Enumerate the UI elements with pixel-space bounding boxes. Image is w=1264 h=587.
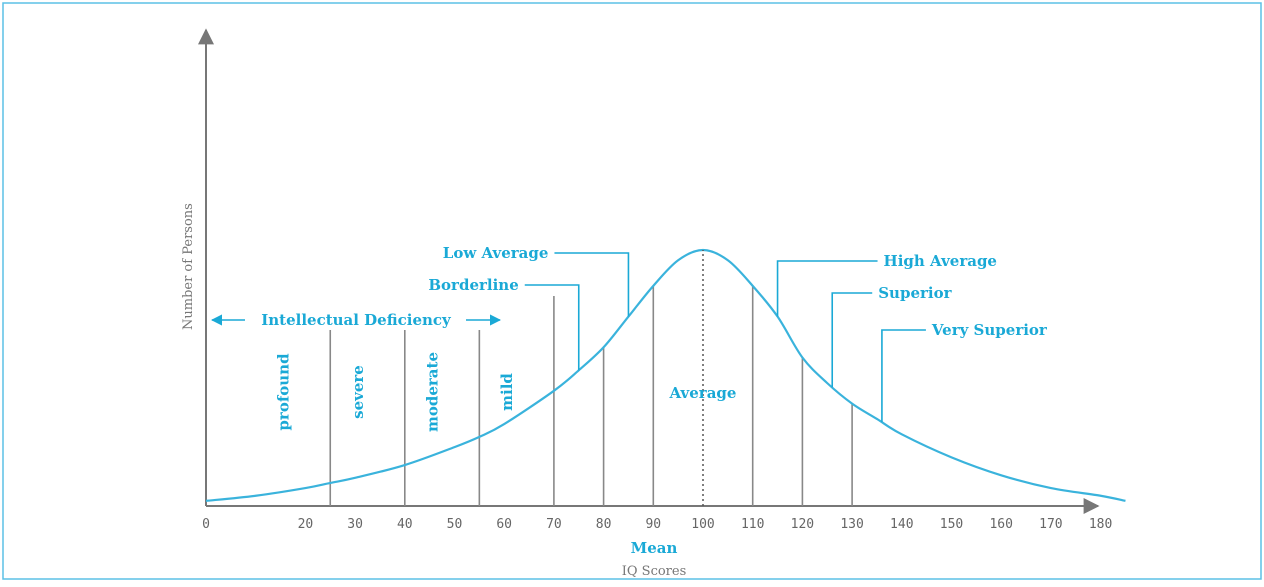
x-tick-label: 170 — [1039, 517, 1062, 532]
x-tick-label: 90 — [645, 517, 661, 532]
callout: High Average — [776, 252, 997, 317]
callout: Borderline — [428, 276, 580, 371]
distribution-curve — [205, 248, 1126, 502]
band-label: moderate — [424, 352, 442, 432]
callout: Superior — [831, 284, 953, 388]
callout-leader — [524, 284, 580, 371]
x-tick-label: 120 — [791, 517, 814, 532]
x-tick-label: 80 — [596, 517, 612, 532]
x-tick-label: 70 — [546, 517, 562, 532]
callout-label: Low Average — [443, 244, 549, 262]
band-label: severe — [349, 365, 367, 419]
x-tick-label: 60 — [496, 517, 512, 532]
callout: Low Average — [443, 244, 630, 317]
callout-leader — [831, 292, 873, 388]
band-labels: profound severe moderate mild Average — [274, 352, 736, 432]
callout-leader — [554, 252, 630, 317]
x-tick-label: 140 — [890, 517, 913, 532]
callout: Very Superior — [881, 321, 1048, 423]
x-tick-label: 160 — [989, 517, 1012, 532]
mean-label: Mean — [631, 539, 678, 557]
band-label: mild — [498, 373, 516, 411]
x-axis-label: IQ Scores — [622, 564, 687, 579]
y-axis-label: Number of Persons — [181, 203, 196, 330]
x-tick-label: 50 — [447, 517, 463, 532]
callout-label: Very Superior — [931, 321, 1048, 339]
divider-lines — [329, 285, 853, 506]
x-tick-label: 20 — [298, 517, 314, 532]
callout-labels: Low Average Borderline High Average Superio… — [428, 244, 1048, 423]
x-tick-label: 30 — [347, 517, 363, 532]
deficiency-label: Intellectual Deficiency — [261, 311, 452, 329]
callout-leader — [881, 329, 926, 423]
x-tick-label: 40 — [397, 517, 413, 532]
x-tick-label: 110 — [741, 517, 764, 532]
x-tick-label: 0 — [202, 517, 210, 532]
curve-layer — [205, 248, 1126, 506]
callout-label: Borderline — [428, 276, 518, 294]
band-label: Average — [669, 384, 737, 402]
x-tick-label: 130 — [840, 517, 863, 532]
callout-leader — [776, 260, 878, 317]
x-tick-label: 100 — [691, 517, 714, 532]
band-label: profound — [274, 353, 292, 431]
callout-label: High Average — [884, 252, 997, 270]
x-tick-labels: 0 20 30 40 50 60 70 80 90 100 110 120 130 140 150 160 17… — [202, 517, 1112, 532]
callout-label: Superior — [878, 284, 952, 302]
x-tick-label: 180 — [1089, 517, 1112, 532]
x-tick-label: 150 — [940, 517, 963, 532]
